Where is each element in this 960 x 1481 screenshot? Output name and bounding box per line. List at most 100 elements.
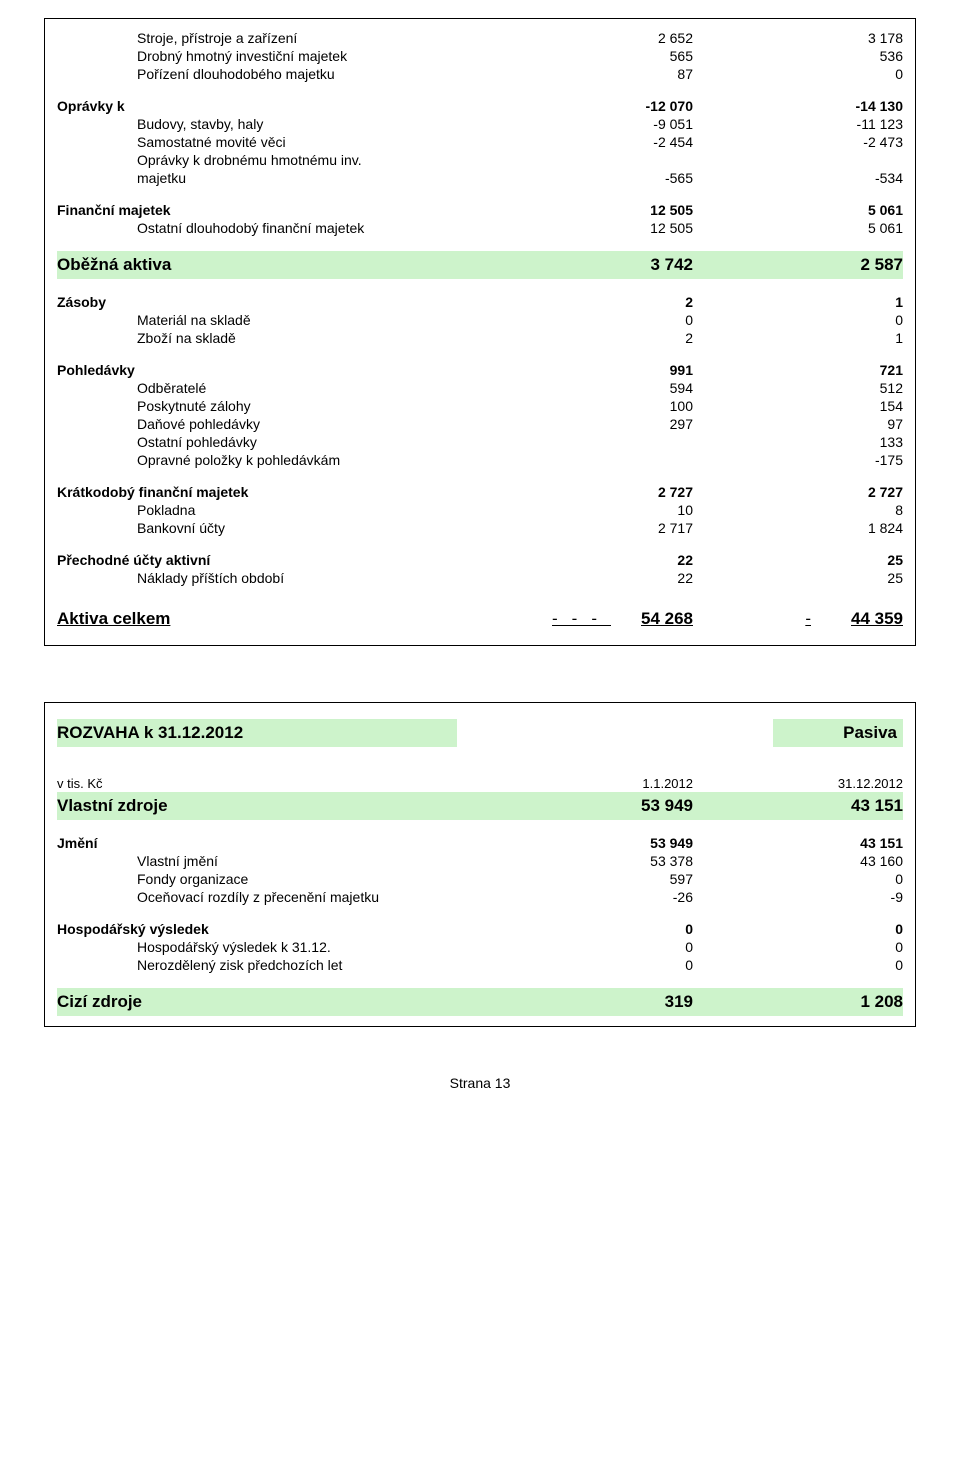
value-2: -14 130 [693,98,903,114]
row-odrob-a: Oprávky k drobnému hmotnému inv. [57,151,903,169]
label: Hospodářský výsledek [57,921,483,937]
label: Vlastní zdroje [57,796,483,816]
row-porizeni: Pořízení dlouhodobého majetku 87 0 [57,65,903,83]
page-footer: Strana 13 [44,1075,916,1091]
value-1: 0 [483,957,693,973]
value-2: 536 [693,48,903,64]
label: Oceňovací rozdíly z přecenění majetku [57,889,483,905]
value-2: 0 [693,66,903,82]
dashes: --- [552,609,641,628]
value-2: 0 [693,939,903,955]
value-2: -534 [693,170,903,186]
row-danpohl: Daňové pohledávky 297 97 [57,415,903,433]
row-budovy: Budovy, stavby, haly -9 051 -11 123 [57,115,903,133]
row-units: v tis. Kč 1.1.2012 31.12.2012 [57,775,903,792]
value-1: 2 727 [483,484,693,500]
value-1: 10 [483,502,693,518]
value-2: 721 [693,362,903,378]
value-2: 31.12.2012 [693,776,903,791]
value-2: -44 359 [693,609,903,629]
value-1: 87 [483,66,693,82]
row-drobny: Drobný hmotný investiční majetek 565 536 [57,47,903,65]
dash: - [805,609,851,628]
row-bank: Bankovní účty 2 717 1 824 [57,519,903,537]
row-hv: Hospodářský výsledek 0 0 [57,920,903,938]
value-1: -9 051 [483,116,693,132]
pasiva-box: ROZVAHA k 31.12.2012 Pasiva v tis. Kč 1.… [44,702,916,1027]
value-1: 597 [483,871,693,887]
value-1: ---54 268 [483,609,693,629]
row-neroz: Nerozdělený zisk předchozích let 0 0 [57,956,903,974]
value-2: 43 151 [693,796,903,816]
value-1: 1.1.2012 [483,776,693,791]
label: Finanční majetek [57,202,483,218]
row-ostfin: Ostatní dlouhodobý finanční majetek 12 5… [57,219,903,237]
value-1: 594 [483,380,693,396]
value-1: 3 742 [483,255,693,275]
value-2: -175 [693,452,903,468]
row-zbozi: Zboží na skladě 2 1 [57,329,903,347]
row-zalohy: Poskytnuté zálohy 100 154 [57,397,903,415]
aktiva-box: Stroje, přístroje a zařízení 2 652 3 178… [44,18,916,646]
label: Zboží na skladě [57,330,483,346]
value-2: 154 [693,398,903,414]
label: Oprávky k drobnému hmotnému inv. [57,152,483,168]
row-naklady: Náklady příštích období 22 25 [57,569,903,587]
label: Nerozdělený zisk předchozích let [57,957,483,973]
label: v tis. Kč [57,776,483,791]
row-vlj: Vlastní jmění 53 378 43 160 [57,852,903,870]
value-2: 25 [693,570,903,586]
row-finmaj: Finanční majetek 12 505 5 061 [57,201,903,219]
row-material: Materiál na skladě 0 0 [57,311,903,329]
label: Zásoby [57,294,483,310]
value-1: 565 [483,48,693,64]
row-odrob-b: majetku -565 -534 [57,169,903,187]
value-2: 5 061 [693,220,903,236]
value-1: 22 [483,570,693,586]
row-aktiva-celkem: Aktiva celkem ---54 268 -44 359 [57,609,903,629]
value-1: 53 378 [483,853,693,869]
row-ostpohl: Ostatní pohledávky 133 [57,433,903,451]
value-2: 2 587 [693,255,903,275]
value-1: 53 949 [483,796,693,816]
section-vlastni: Vlastní zdroje 53 949 43 151 [57,792,903,820]
row-prechod: Přechodné účty aktivní 22 25 [57,551,903,569]
label: Bankovní účty [57,520,483,536]
value-2: 3 178 [693,30,903,46]
row-pohl: Pohledávky 991 721 [57,361,903,379]
value-1: 53 949 [483,835,693,851]
value-1: 0 [483,939,693,955]
value-2: 2 727 [693,484,903,500]
value-2: 1 208 [693,992,903,1012]
label: Opravné položky k pohledávkám [57,452,483,468]
value-2: 0 [693,871,903,887]
label: Drobný hmotný investiční majetek [57,48,483,64]
value-1: 2 652 [483,30,693,46]
value-2: 1 [693,330,903,346]
label: Hospodářský výsledek k 31.12. [57,939,483,955]
row-zasoby: Zásoby 2 1 [57,293,903,311]
value-2: 0 [693,312,903,328]
value-2: 8 [693,502,903,518]
value-2: 43 160 [693,853,903,869]
value-1: 2 [483,330,693,346]
value-1: 991 [483,362,693,378]
value-1: 0 [483,312,693,328]
label: Materiál na skladě [57,312,483,328]
value-1: 319 [483,992,693,1012]
value-1: 2 [483,294,693,310]
value-2: -11 123 [693,116,903,132]
value-1: 0 [483,921,693,937]
label: Oprávky k [57,98,483,114]
value-1: 297 [483,416,693,432]
label: Přechodné účty aktivní [57,552,483,568]
row-jmeni: Jmění 53 949 43 151 [57,834,903,852]
label: Aktiva celkem [57,609,483,629]
section-obezna: Oběžná aktiva 3 742 2 587 [57,251,903,279]
value-2: 0 [693,921,903,937]
row-pokladna: Pokladna 10 8 [57,501,903,519]
value-2: -2 473 [693,134,903,150]
label: Pořízení dlouhodobého majetku [57,66,483,82]
label: Krátkodobý finanční majetek [57,484,483,500]
row-fondy: Fondy organizace 597 0 [57,870,903,888]
